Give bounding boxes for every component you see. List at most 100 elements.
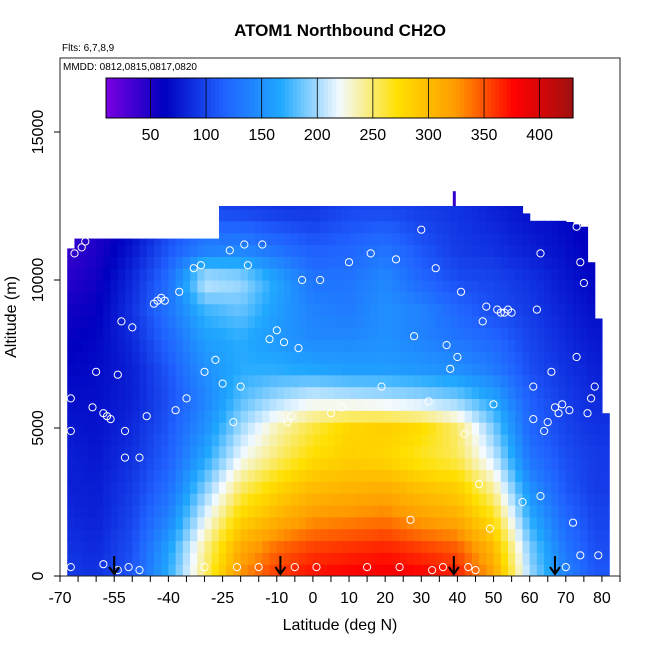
field-cell: [370, 220, 379, 234]
field-cell: [262, 422, 271, 435]
field-cell: [103, 422, 112, 435]
field-cell: [117, 315, 126, 328]
field-cell: [161, 433, 169, 447]
field-cell: [320, 422, 328, 435]
field-cell: [500, 339, 509, 352]
field-cell: [103, 493, 112, 506]
field-cell: [291, 315, 300, 328]
field-cell: [291, 469, 300, 482]
colorbar-segment: [261, 78, 267, 118]
field-cell: [529, 244, 538, 257]
field-cell: [182, 504, 191, 518]
field-cell: [88, 291, 97, 305]
field-cell: [305, 339, 314, 352]
field-cell: [161, 540, 169, 553]
field-cell: [204, 291, 213, 305]
field-cell: [139, 280, 148, 293]
field-cell: [399, 208, 408, 222]
field-cell: [435, 493, 444, 506]
sample-point: [240, 240, 249, 249]
field-cell: [486, 445, 495, 459]
field-cell: [457, 220, 466, 234]
sample-point: [225, 246, 234, 255]
field-cell: [471, 386, 480, 399]
field-cell: [247, 410, 256, 423]
field-cell: [558, 256, 567, 269]
field-cell: [96, 481, 104, 494]
field-cell: [580, 528, 589, 542]
field-cell: [334, 457, 343, 471]
field-cell: [312, 315, 321, 328]
sample-point: [283, 418, 292, 427]
field-cell: [529, 280, 538, 293]
field-cell: [558, 457, 567, 471]
field-cell: [247, 433, 256, 447]
field-cell: [406, 433, 415, 447]
field-cell: [450, 220, 459, 234]
field-cell: [349, 422, 357, 435]
field-cell: [132, 528, 141, 542]
field-cell: [276, 481, 285, 494]
field-cell: [435, 362, 444, 376]
field-cell: [161, 445, 169, 459]
field-cell: [132, 291, 141, 305]
field-cell: [305, 362, 314, 376]
field-cell: [153, 433, 162, 447]
field-cell: [211, 564, 220, 576]
field-cell: [471, 433, 480, 447]
field-cell: [558, 315, 567, 328]
field-cell: [168, 268, 177, 281]
field-cell: [399, 540, 408, 553]
field-cell: [197, 445, 206, 459]
field-cell: [522, 339, 531, 352]
field-cell: [211, 433, 220, 447]
field-cell: [67, 374, 76, 388]
field-cell: [218, 208, 227, 222]
field-cell: [161, 564, 169, 576]
field-cell: [190, 422, 198, 435]
field-cell: [298, 244, 307, 257]
field-cell: [96, 445, 104, 459]
field-cell: [67, 433, 76, 447]
field-cell: [479, 256, 487, 269]
field-cell: [435, 220, 444, 234]
field-cell: [211, 303, 220, 317]
field-cell: [247, 422, 256, 435]
field-cell: [305, 244, 314, 257]
field-cell: [291, 433, 300, 447]
sample-point: [229, 418, 238, 427]
field-cell: [218, 303, 227, 317]
field-cell: [500, 327, 509, 340]
field-cell: [255, 433, 263, 447]
field-cell: [450, 280, 459, 293]
field-cell: [377, 540, 386, 553]
field-cell: [450, 493, 459, 506]
field-cell: [573, 445, 581, 459]
field-cell: [464, 351, 473, 364]
field-cell: [247, 398, 256, 411]
field-cell: [110, 303, 119, 317]
field-cell: [305, 232, 314, 246]
field-cell: [327, 493, 336, 506]
field-cell: [442, 374, 451, 388]
field-cell: [168, 504, 177, 518]
field-cell: [363, 232, 372, 246]
field-cell: [255, 398, 263, 411]
sample-point: [565, 406, 574, 415]
field-cell: [153, 315, 162, 328]
field-cell: [334, 339, 343, 352]
field-cell: [125, 386, 133, 399]
field-cell: [298, 504, 307, 518]
field-cell: [81, 445, 90, 459]
field-cell: [334, 552, 343, 565]
field-cell: [356, 564, 365, 576]
field-cell: [464, 327, 473, 340]
field-cell: [457, 362, 466, 376]
colorbar-segment: [444, 78, 450, 118]
field-cell: [233, 374, 242, 388]
field-cell: [81, 351, 90, 364]
field-cell: [529, 398, 538, 411]
field-cell: [67, 516, 76, 530]
field-cell: [406, 504, 415, 518]
field-cell: [551, 303, 560, 317]
